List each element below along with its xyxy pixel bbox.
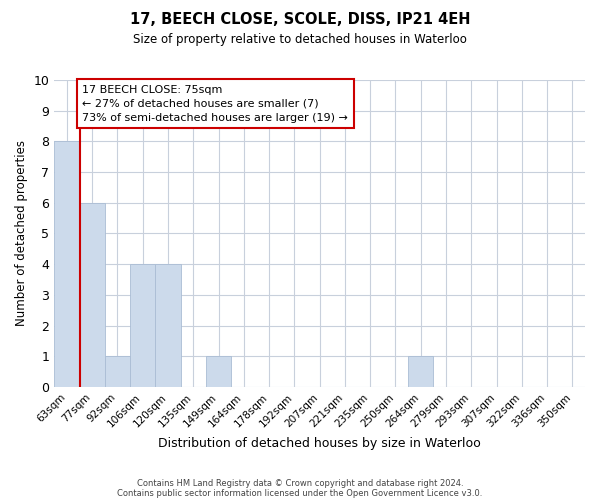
Bar	[206, 356, 231, 387]
Text: 17, BEECH CLOSE, SCOLE, DISS, IP21 4EH: 17, BEECH CLOSE, SCOLE, DISS, IP21 4EH	[130, 12, 470, 28]
Text: Contains public sector information licensed under the Open Government Licence v3: Contains public sector information licen…	[118, 488, 482, 498]
Bar	[80, 203, 105, 387]
Text: 17 BEECH CLOSE: 75sqm
← 27% of detached houses are smaller (7)
73% of semi-detac: 17 BEECH CLOSE: 75sqm ← 27% of detached …	[82, 84, 348, 122]
Bar	[408, 356, 433, 387]
Bar	[105, 356, 130, 387]
Bar	[54, 142, 80, 387]
Y-axis label: Number of detached properties: Number of detached properties	[15, 140, 28, 326]
X-axis label: Distribution of detached houses by size in Waterloo: Distribution of detached houses by size …	[158, 437, 481, 450]
Text: Size of property relative to detached houses in Waterloo: Size of property relative to detached ho…	[133, 32, 467, 46]
Bar	[130, 264, 155, 387]
Bar	[155, 264, 181, 387]
Text: Contains HM Land Registry data © Crown copyright and database right 2024.: Contains HM Land Registry data © Crown c…	[137, 478, 463, 488]
